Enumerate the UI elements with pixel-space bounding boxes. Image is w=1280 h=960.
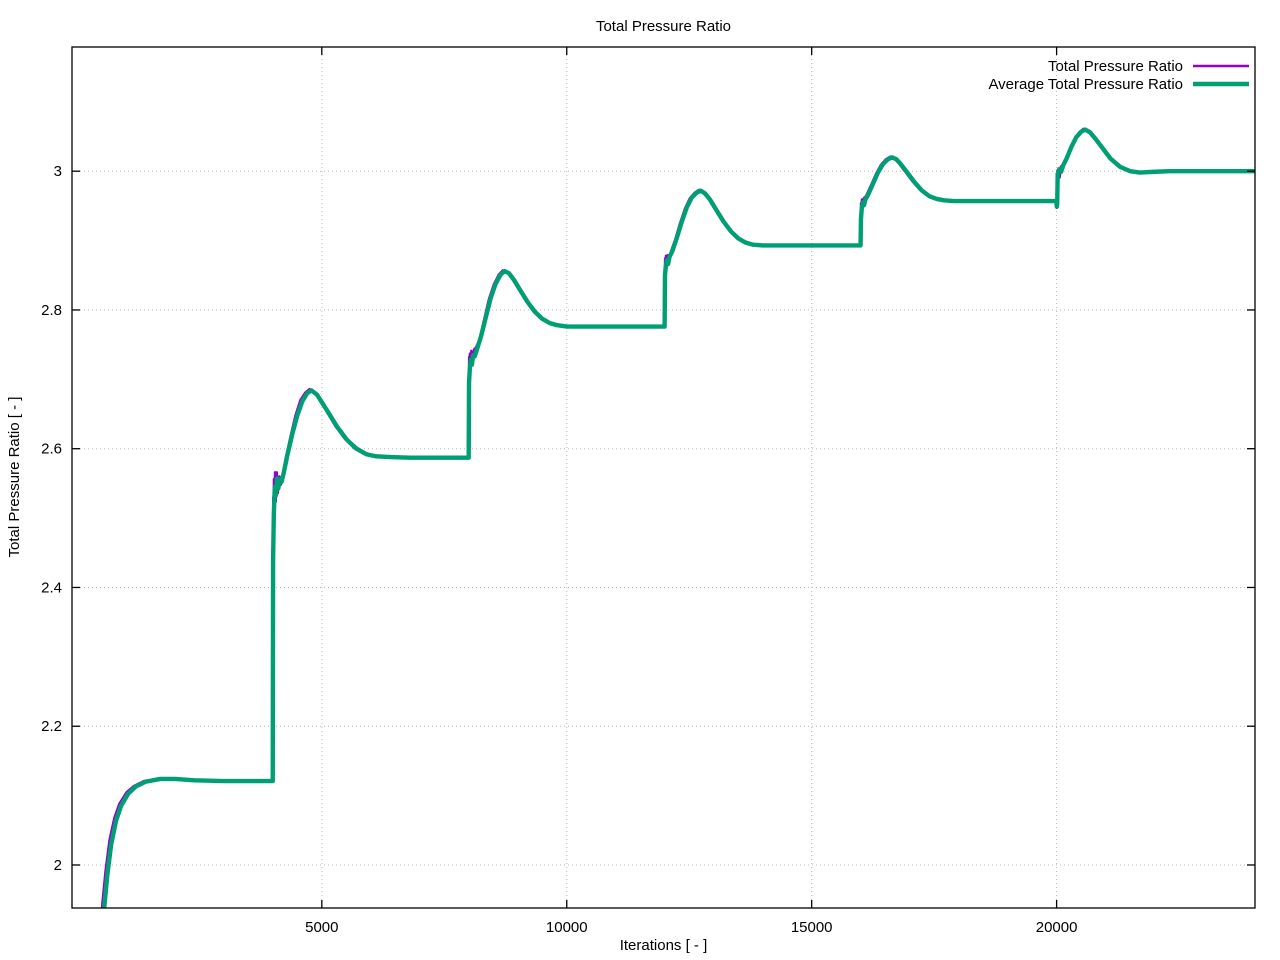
y-tick-label: 2 [54,857,62,874]
x-tick-label: 5000 [305,919,338,936]
y-tick-label: 2.4 [41,579,62,596]
x-tick-label: 20000 [1036,919,1078,936]
x-axis-label: Iterations [ - ] [619,937,708,954]
y-tick-label: 2.6 [41,441,62,458]
series-line-1 [102,127,1255,908]
legend-label: Total Pressure Ratio [1048,58,1183,75]
chart-title: Total Pressure Ratio [595,18,732,35]
legend-label: Average Total Pressure Ratio [988,76,1183,93]
plot-border [71,46,1256,909]
x-tick-label: 10000 [546,919,588,936]
x-tick-label: 15000 [791,919,833,936]
y-tick-label: 2.8 [41,302,62,319]
y-axis-label: Total Pressure Ratio [ - ] [6,396,23,558]
y-tick-label: 2.2 [41,718,62,735]
y-tick-label: 3 [54,163,62,180]
